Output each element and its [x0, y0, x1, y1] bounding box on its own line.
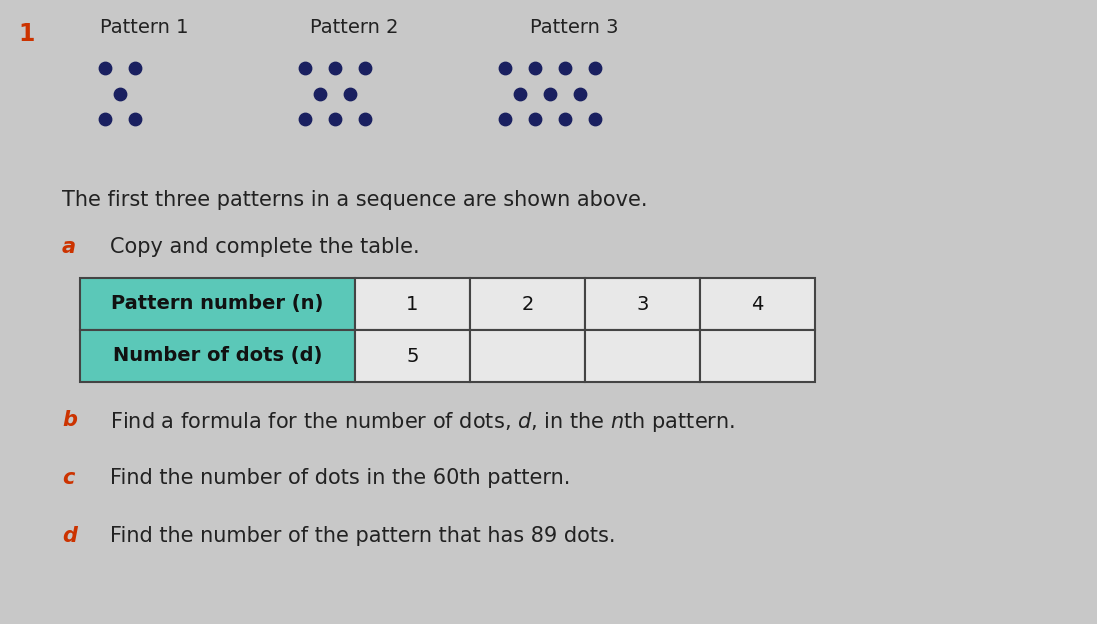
Text: Pattern 1: Pattern 1: [100, 18, 189, 37]
FancyBboxPatch shape: [700, 330, 815, 382]
Text: a: a: [63, 237, 76, 257]
Point: [511, 89, 529, 99]
Point: [341, 89, 359, 99]
Point: [527, 114, 544, 124]
Text: Copy and complete the table.: Copy and complete the table.: [110, 237, 420, 257]
Text: Number of dots (d): Number of dots (d): [113, 346, 323, 366]
FancyBboxPatch shape: [470, 278, 585, 330]
Text: 2: 2: [521, 295, 533, 313]
Point: [541, 89, 558, 99]
Point: [496, 63, 513, 73]
Point: [572, 89, 589, 99]
Text: Find a formula for the number of dots, $d$, in the $n$th pattern.: Find a formula for the number of dots, $…: [110, 410, 735, 434]
FancyBboxPatch shape: [80, 330, 355, 382]
Point: [312, 89, 329, 99]
Point: [586, 114, 603, 124]
FancyBboxPatch shape: [355, 330, 470, 382]
Point: [326, 63, 343, 73]
Point: [527, 63, 544, 73]
Text: Pattern number (n): Pattern number (n): [111, 295, 324, 313]
Text: Pattern 2: Pattern 2: [310, 18, 398, 37]
Text: b: b: [63, 410, 77, 430]
Point: [496, 114, 513, 124]
Text: 4: 4: [751, 295, 764, 313]
Text: Find the number of the pattern that has 89 dots.: Find the number of the pattern that has …: [110, 526, 615, 546]
Text: c: c: [63, 468, 75, 488]
FancyBboxPatch shape: [470, 330, 585, 382]
FancyBboxPatch shape: [585, 278, 700, 330]
Point: [556, 63, 574, 73]
FancyBboxPatch shape: [700, 278, 815, 330]
Point: [326, 114, 343, 124]
Text: 1: 1: [18, 22, 34, 46]
FancyBboxPatch shape: [585, 330, 700, 382]
Point: [97, 114, 114, 124]
Point: [97, 63, 114, 73]
Point: [126, 114, 144, 124]
Point: [586, 63, 603, 73]
Point: [296, 63, 314, 73]
Point: [357, 114, 374, 124]
Text: Pattern 3: Pattern 3: [530, 18, 619, 37]
Point: [556, 114, 574, 124]
Point: [111, 89, 128, 99]
Text: The first three patterns in a sequence are shown above.: The first three patterns in a sequence a…: [63, 190, 647, 210]
Point: [357, 63, 374, 73]
FancyBboxPatch shape: [355, 278, 470, 330]
Text: d: d: [63, 526, 77, 546]
Text: Find the number of dots in the 60th pattern.: Find the number of dots in the 60th patt…: [110, 468, 570, 488]
Text: 5: 5: [406, 346, 419, 366]
FancyBboxPatch shape: [80, 278, 355, 330]
Text: 3: 3: [636, 295, 648, 313]
Point: [296, 114, 314, 124]
Point: [126, 63, 144, 73]
Text: 1: 1: [406, 295, 419, 313]
